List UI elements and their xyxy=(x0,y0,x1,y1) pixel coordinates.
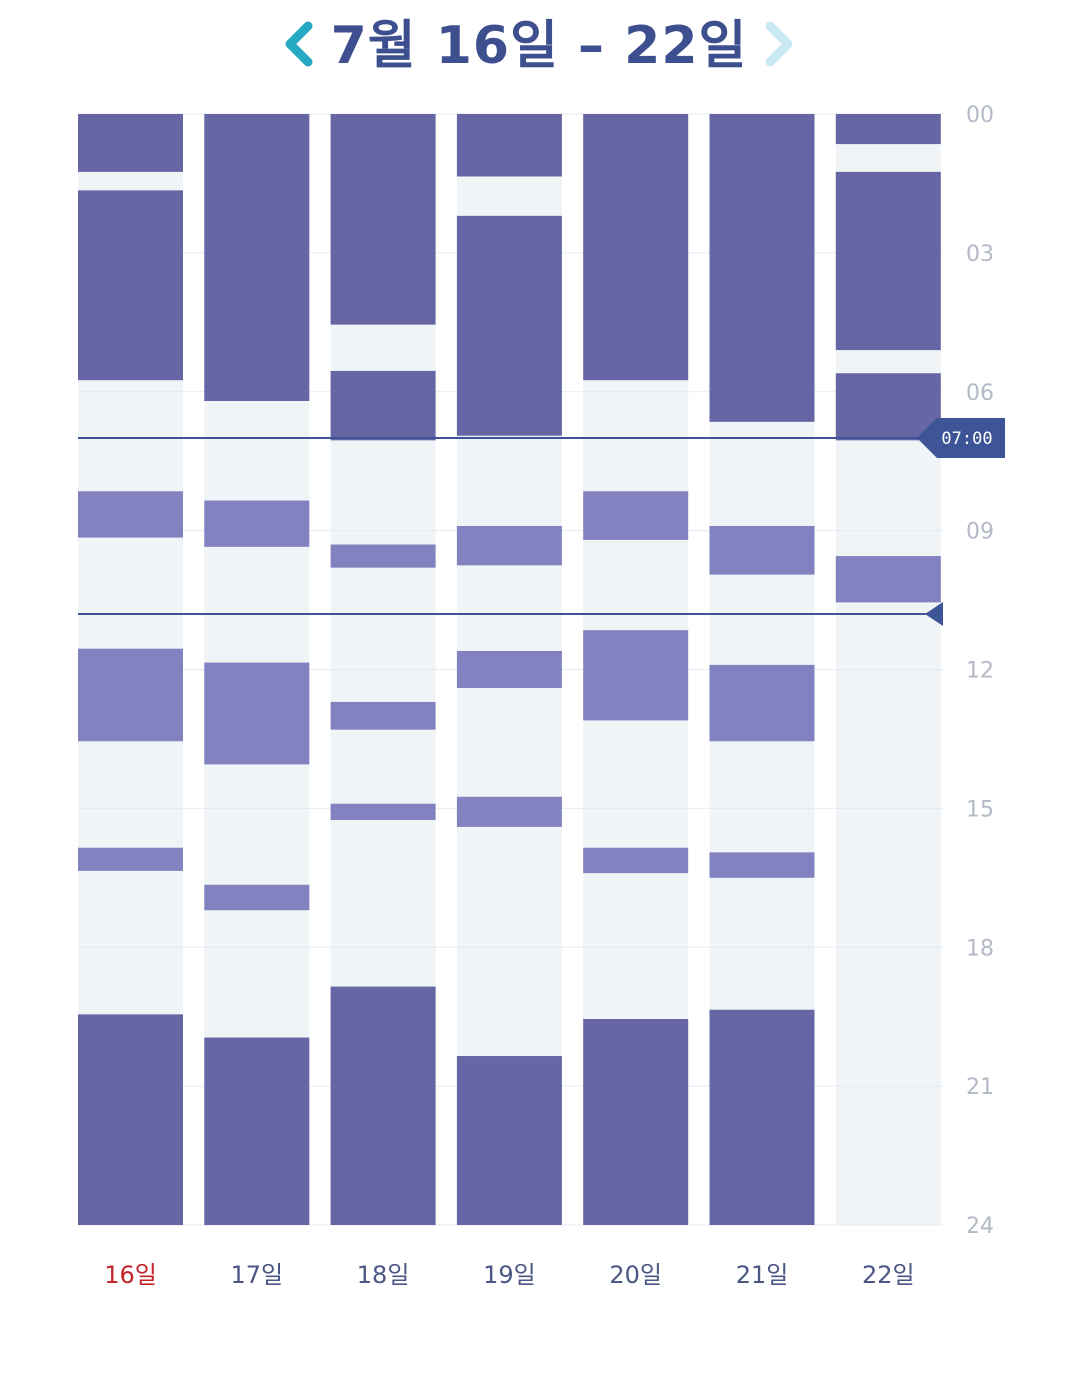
hour-tick-label: 24 xyxy=(966,1214,994,1239)
sleep-segment-light xyxy=(78,491,183,538)
current-time-badge xyxy=(917,418,1005,459)
hour-tick-label: 06 xyxy=(966,381,994,406)
hour-tick-label: 03 xyxy=(966,242,994,267)
chevron-right-icon xyxy=(765,21,793,67)
next-week-button[interactable] xyxy=(750,14,810,74)
hour-tick-label: 15 xyxy=(966,797,994,822)
sleep-segment-light xyxy=(78,648,183,742)
sleep-segment-dark xyxy=(330,114,436,325)
sleep-segment-dark xyxy=(204,1037,310,1225)
sleep-segment-dark xyxy=(835,171,941,351)
sleep-segment-dark xyxy=(456,114,562,177)
sleep-segment-light xyxy=(583,847,689,874)
sleep-segment-light xyxy=(204,662,310,765)
sleep-segment-dark xyxy=(583,1019,689,1225)
hour-tick-label: 12 xyxy=(966,659,994,684)
hour-tick-label: 21 xyxy=(966,1075,994,1100)
sleep-segment-dark xyxy=(709,114,815,422)
hour-tick-label: 18 xyxy=(966,936,994,961)
sleep-segment-dark xyxy=(78,190,183,381)
sleep-segment-dark xyxy=(456,215,562,436)
sleep-segment-dark xyxy=(709,1009,815,1225)
hour-tick-label: 00 xyxy=(966,103,994,128)
sleep-segment-light xyxy=(330,544,436,568)
prev-week-button[interactable] xyxy=(268,14,328,74)
sleep-segment-dark xyxy=(835,373,941,441)
sleep-segment-light xyxy=(204,884,310,911)
sleep-segment-light xyxy=(330,803,436,820)
sleep-segment-light xyxy=(330,701,436,730)
sleep-segment-dark xyxy=(78,114,183,172)
day-label: 19일 xyxy=(483,1261,536,1289)
sleep-segment-dark xyxy=(835,114,941,145)
sleep-segment-dark xyxy=(330,370,436,441)
page-title: 7월 16일 – 22일 xyxy=(330,16,748,76)
sleep-segment-light xyxy=(835,556,941,603)
header: 7월 16일 – 22일 xyxy=(0,0,1078,100)
sleep-segment-light xyxy=(709,525,815,575)
day-label: 18일 xyxy=(357,1261,410,1289)
sleep-segment-dark xyxy=(78,1014,183,1225)
chevron-left-icon xyxy=(285,21,313,67)
sleep-segment-light xyxy=(456,796,562,827)
sleep-segment-dark xyxy=(330,986,436,1225)
day-label: 21일 xyxy=(736,1261,789,1289)
sleep-segment-light xyxy=(709,664,815,742)
day-label: 17일 xyxy=(230,1261,283,1289)
sleep-segment-dark xyxy=(204,114,310,402)
sleep-segment-light xyxy=(709,852,815,878)
day-label: 16일 xyxy=(104,1261,157,1289)
sleep-segment-light xyxy=(456,525,562,566)
range-marker-arrow xyxy=(925,601,943,626)
sleep-segment-light xyxy=(78,847,183,871)
day-label: 20일 xyxy=(609,1261,662,1289)
sleep-segment-light xyxy=(583,630,689,721)
sleep-segment-light xyxy=(456,650,562,689)
current-time-label: 07:00 xyxy=(941,429,992,449)
sleep-segment-dark xyxy=(583,114,689,381)
hour-tick-label: 09 xyxy=(966,520,994,545)
day-label: 22일 xyxy=(862,1261,915,1289)
sleep-segment-dark xyxy=(456,1056,562,1225)
sleep-segment-light xyxy=(204,500,310,547)
sleep-segment-light xyxy=(583,491,689,540)
